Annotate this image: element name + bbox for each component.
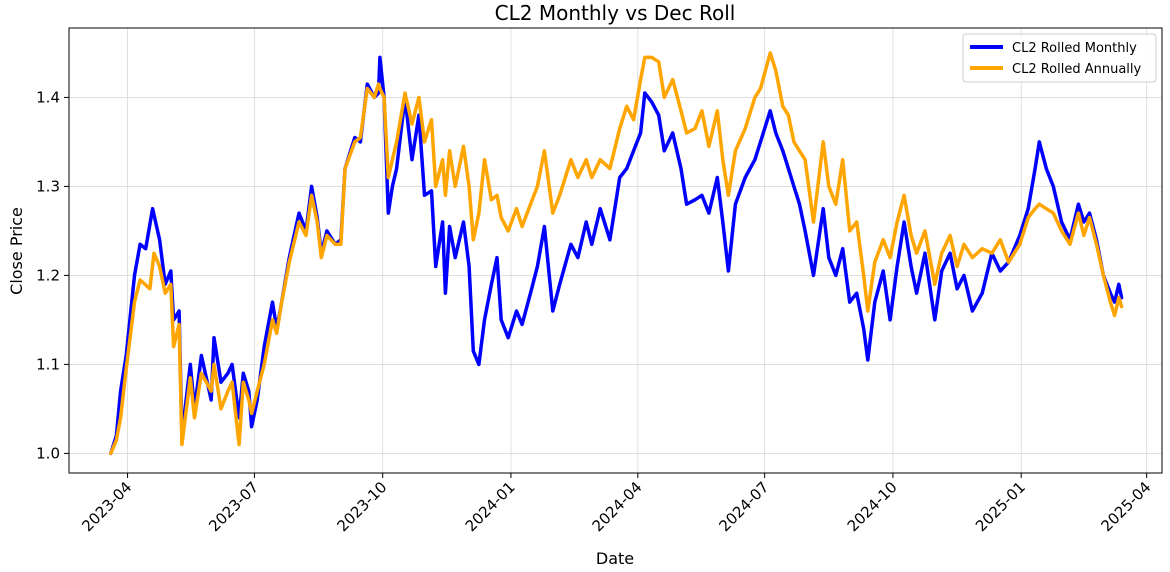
y-tick-label: 1.1 (36, 355, 60, 373)
y-axis: 1.0 1.1 1.2 1.3 1.4 (36, 88, 69, 462)
legend-label-monthly: CL2 Rolled Monthly (1012, 41, 1137, 56)
y-tick-label: 1.4 (36, 88, 60, 106)
grid (69, 28, 1162, 473)
chart-title: CL2 Monthly vs Dec Roll (495, 1, 736, 25)
series-line-annually (109, 51, 1124, 456)
legend: CL2 Rolled Monthly CL2 Rolled Annually (962, 33, 1157, 83)
y-axis-label: Close Price (7, 207, 26, 295)
legend-box (962, 33, 1157, 83)
series-layer (109, 51, 1124, 456)
series-line-monthly (109, 55, 1124, 456)
y-tick-label: 1.0 (36, 444, 60, 462)
x-axis-label: Date (596, 549, 634, 568)
y-tick-label: 1.2 (36, 266, 60, 284)
plot-area-frame (68, 27, 1163, 474)
legend-label-annually: CL2 Rolled Annually (1012, 62, 1142, 77)
y-tick-label: 1.3 (36, 177, 60, 195)
